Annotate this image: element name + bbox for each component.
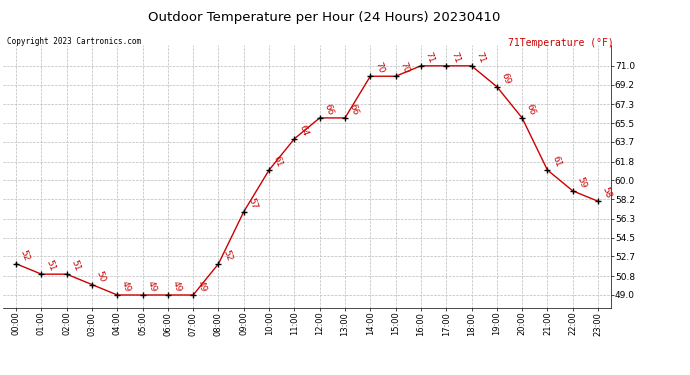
Text: 70: 70	[398, 61, 411, 75]
Text: 49: 49	[146, 280, 158, 294]
Text: 66: 66	[348, 103, 360, 117]
Text: 61: 61	[550, 155, 562, 169]
Text: 57: 57	[246, 196, 259, 210]
Text: 70: 70	[373, 61, 386, 75]
Text: 66: 66	[525, 103, 538, 117]
Text: 71: 71	[474, 51, 486, 64]
Text: 51: 51	[44, 259, 57, 273]
Text: 71Temperature (°F): 71Temperature (°F)	[509, 38, 614, 48]
Text: 64: 64	[297, 124, 310, 137]
Text: 49: 49	[170, 280, 183, 294]
Text: 49: 49	[120, 280, 132, 294]
Text: 51: 51	[70, 259, 82, 273]
Text: 52: 52	[19, 249, 31, 262]
Text: 61: 61	[272, 155, 284, 169]
Text: 69: 69	[500, 71, 512, 85]
Text: Copyright 2023 Cartronics.com: Copyright 2023 Cartronics.com	[7, 38, 141, 46]
Text: Outdoor Temperature per Hour (24 Hours) 20230410: Outdoor Temperature per Hour (24 Hours) …	[148, 11, 500, 24]
Text: 71: 71	[449, 51, 462, 64]
Text: 58: 58	[601, 186, 613, 200]
Text: 52: 52	[221, 249, 234, 262]
Text: 71: 71	[424, 51, 436, 64]
Text: 50: 50	[95, 269, 107, 283]
Text: 49: 49	[196, 280, 208, 294]
Text: 66: 66	[322, 103, 335, 117]
Text: 59: 59	[575, 176, 588, 189]
